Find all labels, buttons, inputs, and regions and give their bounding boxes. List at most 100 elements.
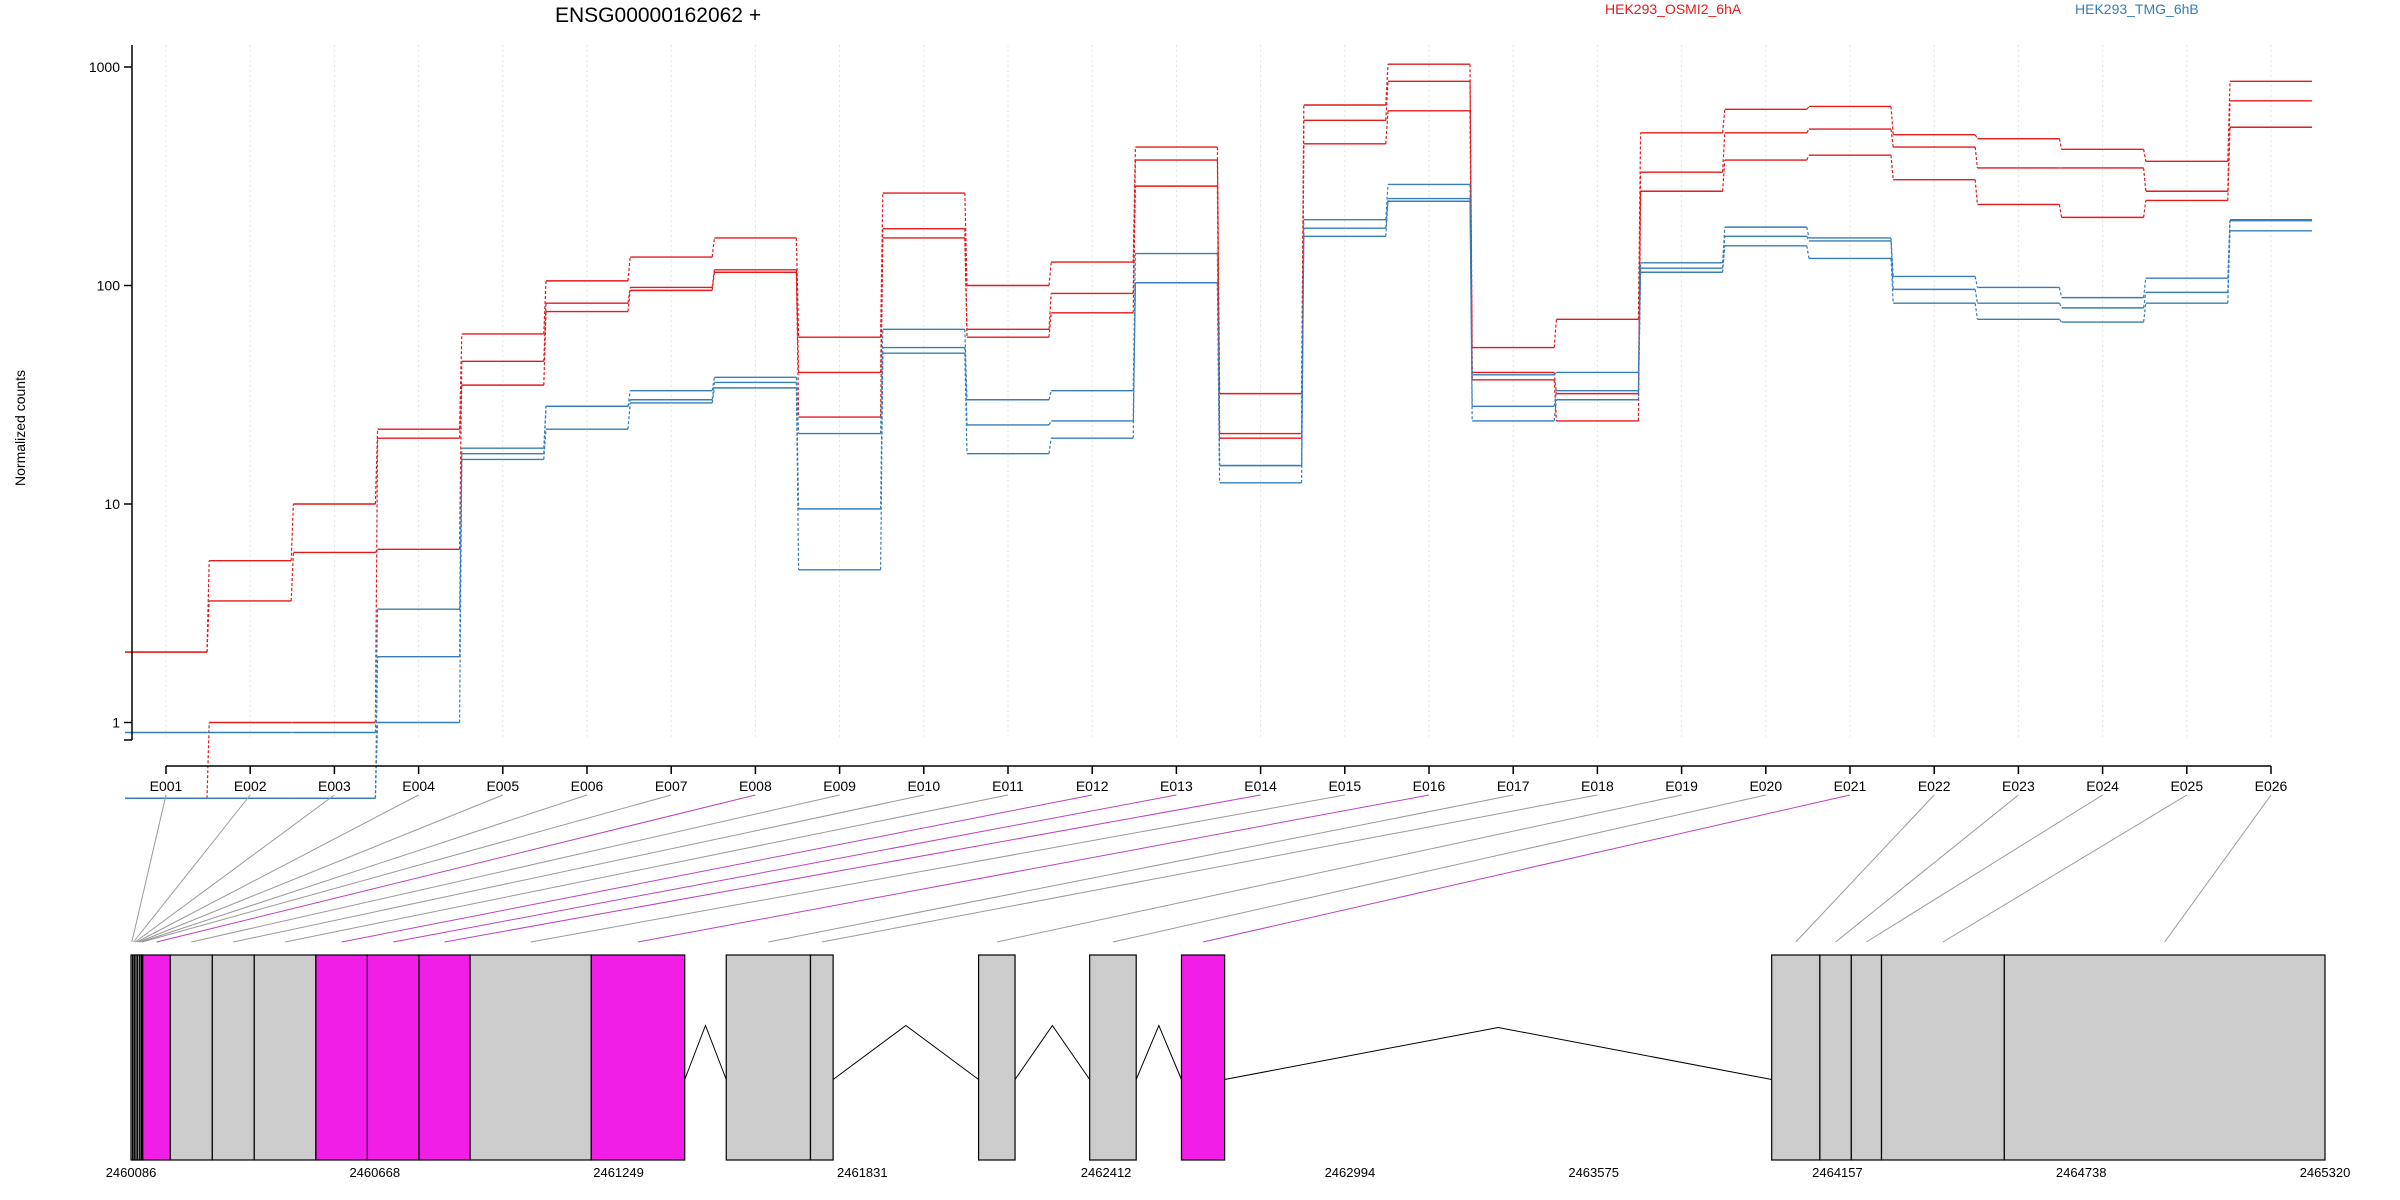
series-connector: [711, 377, 715, 391]
series-connector: [1722, 245, 1726, 273]
series-connector: [880, 353, 884, 570]
coordinate-label: 2465320: [2300, 1165, 2351, 1180]
connector-e019: [996, 794, 1682, 943]
series-connector: [206, 600, 210, 653]
series-connector: [374, 656, 379, 799]
series-connector: [1806, 236, 1810, 242]
series-connector: [2143, 167, 2147, 192]
series-connector: [2143, 200, 2147, 218]
y-tick-label: 100: [97, 278, 121, 294]
x-tick-label: E019: [1665, 778, 1698, 794]
y-axis-label: Normalized counts: [12, 370, 28, 486]
series-connector: [1890, 237, 1894, 277]
series-connector: [543, 311, 547, 386]
series-connector: [459, 333, 463, 430]
connector-e022: [1795, 794, 1935, 943]
series-connector: [795, 269, 800, 373]
x-tick-label: E005: [486, 778, 519, 794]
coordinate-label: 2460668: [349, 1165, 400, 1180]
series-connector: [459, 459, 463, 723]
series-connector: [290, 503, 294, 561]
series-connector: [1974, 179, 1978, 205]
coordinate-label: 2464157: [1812, 1165, 1863, 1180]
exon-e020: [1089, 954, 1137, 1161]
series-connector: [2058, 287, 2063, 298]
coordinate-label: 2462412: [1081, 1165, 1132, 1180]
coordinate-label: 2461249: [593, 1165, 644, 1180]
series-connector: [2058, 318, 2063, 323]
series-connector: [1974, 134, 1978, 139]
series-connector: [711, 387, 715, 404]
connector-e015: [530, 794, 1345, 943]
connector-e020: [1112, 794, 1766, 943]
exon-e015: [469, 954, 592, 1161]
x-tick-label: E009: [823, 778, 856, 794]
series-connector: [1553, 399, 1557, 421]
x-tick-label: E011: [992, 778, 1024, 794]
series-connector: [1806, 245, 1810, 259]
series-connector: [1974, 276, 1978, 288]
exon-connectors: [131, 794, 2272, 943]
exon-e008: [142, 954, 172, 1161]
connector-e002: [133, 794, 251, 943]
x-tick-label: E004: [402, 778, 435, 794]
x-tick-label: E012: [1076, 778, 1109, 794]
series-connector: [1637, 272, 1642, 400]
exon-e009: [169, 954, 213, 1161]
series-connector: [1385, 184, 1389, 220]
series-connector: [374, 438, 379, 723]
series-connector: [795, 272, 800, 418]
series-connector: [1553, 372, 1557, 376]
connector-e024: [1866, 794, 2103, 943]
series-connector: [2143, 292, 2147, 308]
x-tick-label: E017: [1497, 778, 1530, 794]
x-tick-label: E023: [2002, 778, 2035, 794]
exon-e011: [253, 954, 317, 1161]
x-tick-label: E026: [2255, 778, 2288, 794]
connector-e011: [284, 794, 1009, 943]
intron-line: [832, 1024, 979, 1080]
exon-e022: [1771, 954, 1821, 1161]
series-connector: [964, 353, 968, 454]
exon-e018: [809, 954, 834, 1161]
series-connector: [374, 609, 379, 733]
series-connector: [2058, 204, 2063, 218]
intron-line: [1135, 1024, 1182, 1080]
series-connector: [1974, 303, 1978, 320]
series-connector: [1469, 201, 1473, 421]
series-connector: [1722, 160, 1726, 192]
intron-line: [684, 1024, 727, 1080]
exon-e024: [1850, 954, 1883, 1161]
series-connector: [1216, 282, 1221, 483]
exon-e019: [977, 954, 1016, 1161]
exon-e017: [725, 954, 812, 1161]
series-connector: [1048, 262, 1052, 286]
series-connector: [1890, 258, 1894, 304]
series-connector: [964, 329, 968, 400]
series-connector: [1048, 312, 1052, 338]
series-connector: [1890, 128, 1894, 148]
series-connector: [1132, 253, 1136, 391]
series-connector: [543, 429, 547, 460]
vertical-grid: [165, 45, 2272, 740]
series-connector: [964, 193, 968, 286]
series-connector: [964, 237, 968, 338]
x-tick-label: E010: [907, 778, 940, 794]
connector-e003: [134, 794, 335, 943]
series-connector: [1048, 438, 1052, 454]
series-connector: [1385, 64, 1389, 106]
gene-model: 2460086 2460668 2461249 2461831 2462412 24629…: [106, 954, 2351, 1180]
connector-e004: [136, 794, 419, 943]
series-connector: [1890, 155, 1894, 180]
series-connector: [2143, 149, 2147, 162]
connector-e026: [2164, 794, 2272, 943]
exon-e016: [590, 954, 686, 1161]
series-connector: [2058, 302, 2063, 309]
coordinate-label: 2462994: [1325, 1165, 1376, 1180]
series-connector: [2227, 100, 2231, 192]
axes: 1 10 100 1000 E001 E002 E003 E004 E005 E006 E007 E0…: [89, 45, 2288, 794]
series-connector: [1553, 390, 1557, 407]
series-connector: [1806, 227, 1810, 239]
connector-e018: [821, 794, 1598, 943]
